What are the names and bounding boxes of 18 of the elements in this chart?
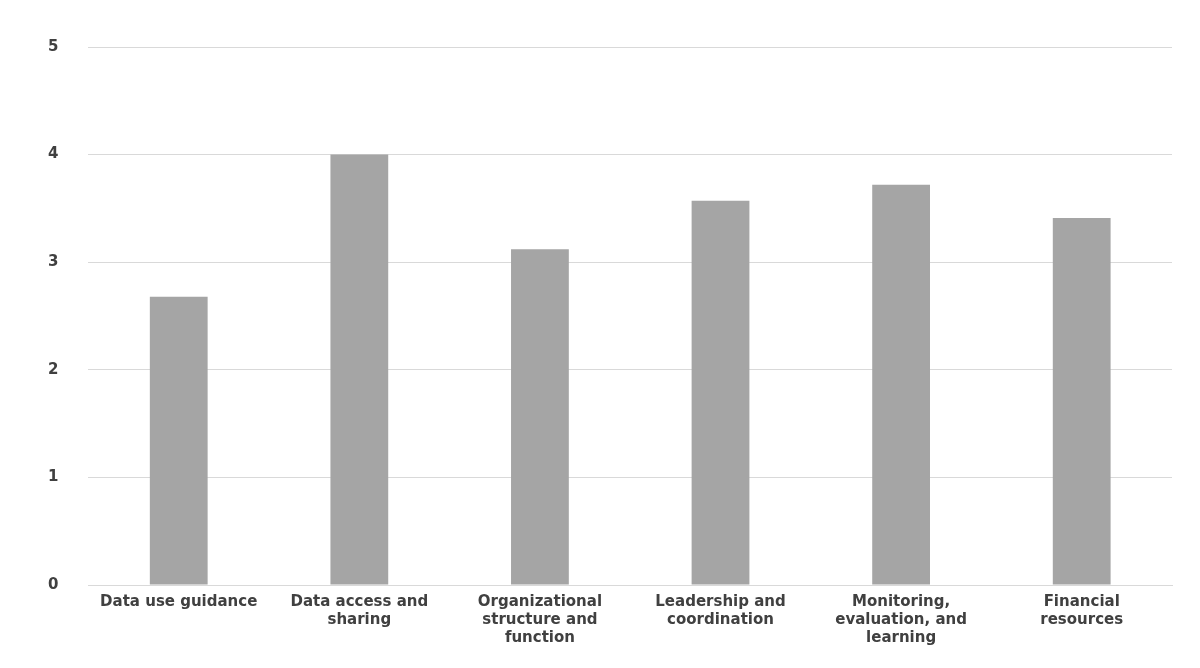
y-tick-label: 0 [48,574,59,593]
x-tick-label: Monitoring, evaluation, and learning [835,591,967,646]
x-tick-label: Financial resources [1040,591,1124,628]
x-tick-label: Data use guidance [100,591,258,610]
y-tick-label: 5 [48,36,59,55]
y-tick-label: 2 [48,359,59,378]
y-tick-label: 3 [48,252,59,271]
bar [1052,218,1111,585]
bar [511,249,569,585]
x-tick-label: Data access and sharing [290,591,429,628]
y-tick-label: 1 [48,467,59,486]
x-tick-label: Organizational structure and function [477,591,603,646]
bar [872,184,930,585]
bar [149,296,208,585]
y-tick-label: 4 [48,144,59,163]
bar [691,200,750,585]
x-tick-label: Leadership and coordination [655,591,786,628]
bar [330,154,389,585]
